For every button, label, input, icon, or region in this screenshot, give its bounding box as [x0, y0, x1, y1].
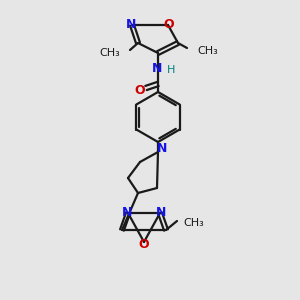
Text: O: O [135, 83, 145, 97]
Text: O: O [139, 238, 149, 250]
Text: O: O [164, 19, 174, 32]
Text: CH₃: CH₃ [99, 48, 120, 58]
Text: N: N [157, 142, 167, 155]
Text: N: N [152, 61, 162, 74]
Text: H: H [167, 65, 176, 75]
Text: CH₃: CH₃ [197, 46, 218, 56]
Text: CH₃: CH₃ [183, 218, 204, 228]
Text: N: N [122, 206, 132, 220]
Text: N: N [156, 206, 166, 220]
Text: N: N [126, 19, 136, 32]
